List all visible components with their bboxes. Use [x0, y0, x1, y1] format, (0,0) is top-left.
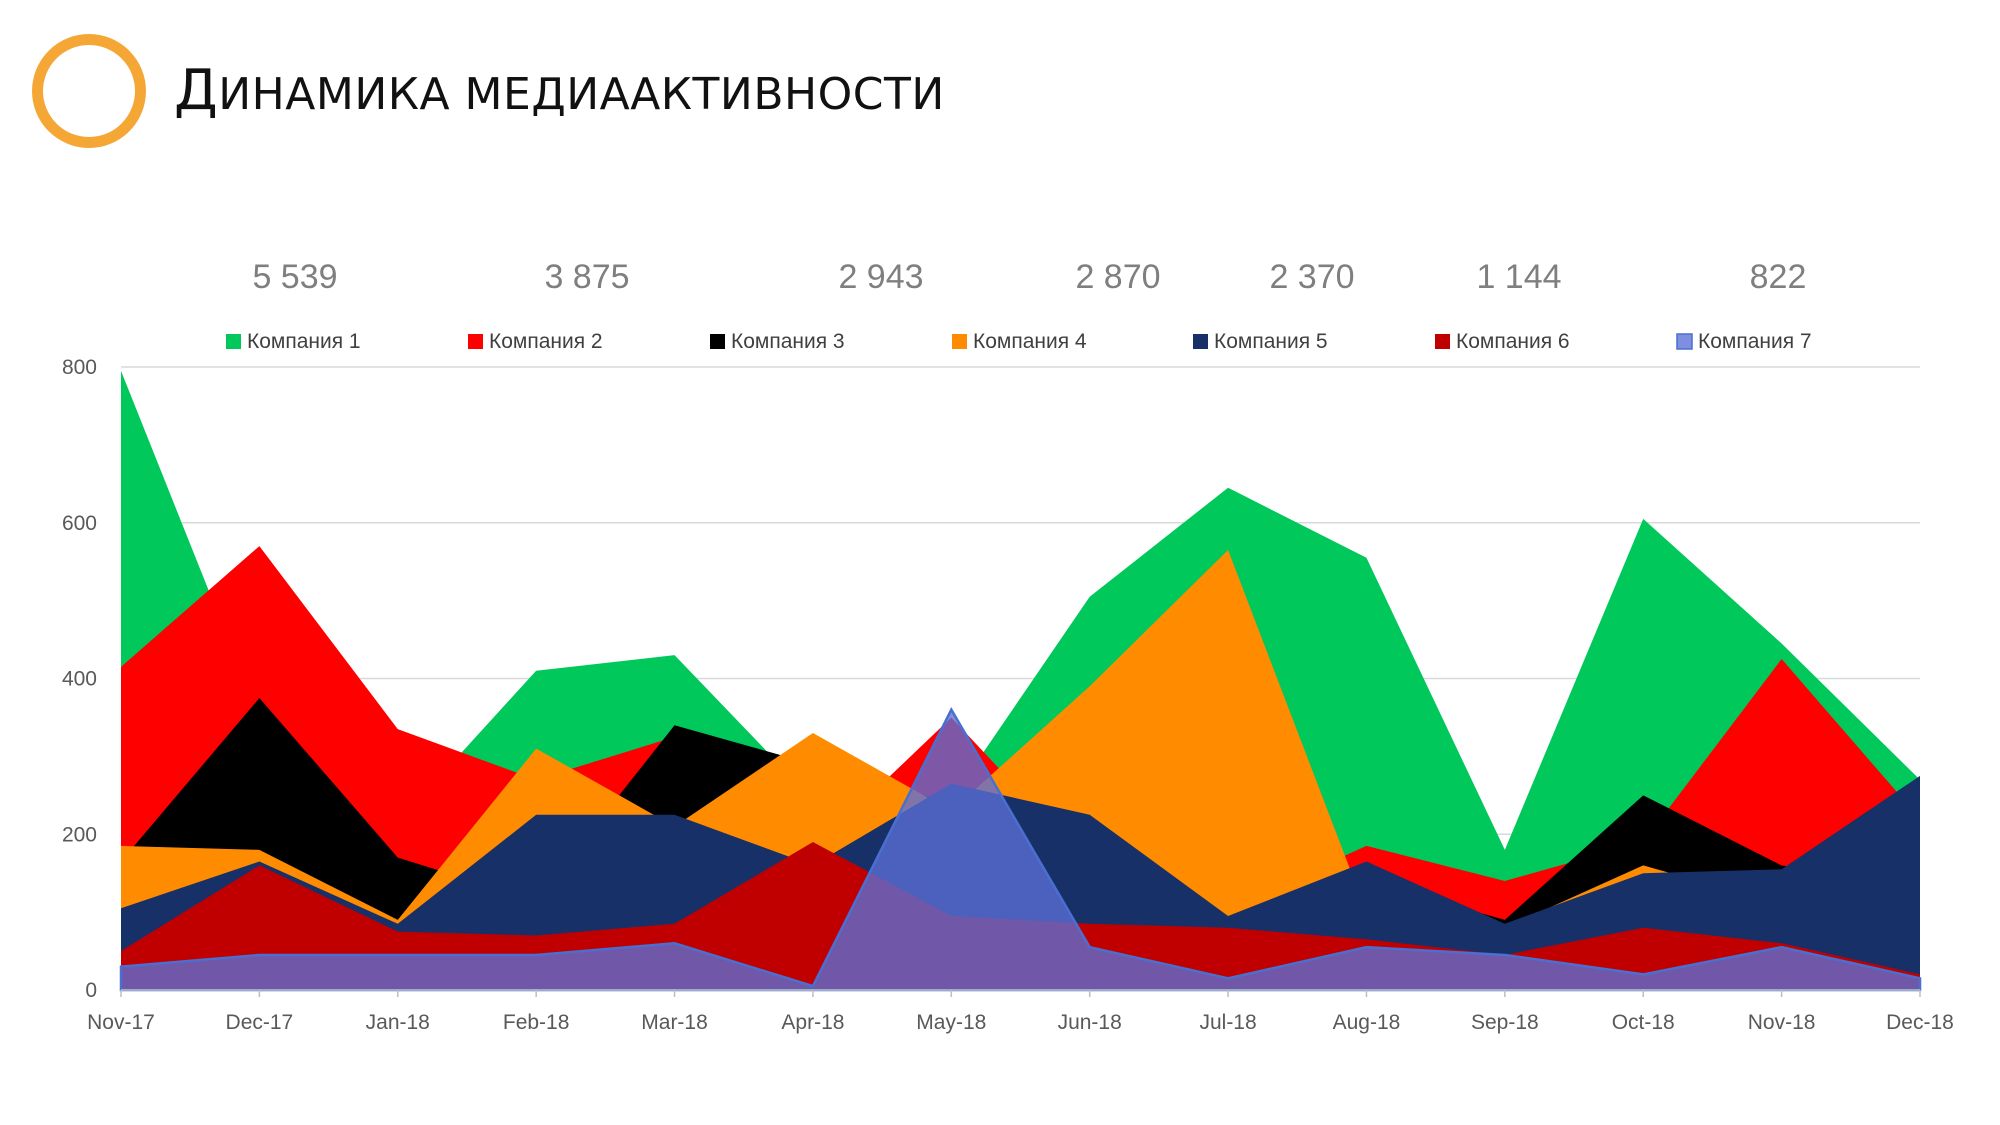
- x-tick-label: Apr-18: [781, 1011, 844, 1034]
- total-value: 3 875: [544, 258, 629, 296]
- legend-swatch: [710, 334, 725, 349]
- total-value: 1 144: [1476, 258, 1561, 296]
- logo-ring: [32, 34, 146, 148]
- x-tick-label: Jul-18: [1199, 1011, 1256, 1034]
- x-tick-label: Nov-18: [1748, 1011, 1816, 1034]
- legend-swatch: [226, 334, 241, 349]
- legend-label: Компания 2: [489, 330, 603, 353]
- legend-label: Компания 3: [731, 330, 845, 353]
- y-tick-label: 0: [85, 979, 97, 1002]
- legend-label: Компания 1: [247, 330, 361, 353]
- x-tick-label: Oct-18: [1612, 1011, 1675, 1034]
- legend-label: Компания 5: [1214, 330, 1328, 353]
- area-series-layer: [119, 370, 1922, 992]
- y-tick-label: 400: [62, 668, 97, 691]
- legend-label: Компания 4: [973, 330, 1087, 353]
- legend-swatch: [1193, 334, 1208, 349]
- total-value: 5 539: [252, 258, 337, 296]
- y-tick-label: 200: [62, 823, 97, 846]
- total-value: 822: [1750, 258, 1807, 296]
- x-tick-label: Dec-17: [226, 1011, 294, 1034]
- area-series-7: [119, 707, 1922, 992]
- axes: 0 200 400 600 800 Nov-17 Dec-17 Jan-18 Feb-18 Mar…: [62, 356, 1954, 1034]
- x-tick-label: Nov-17: [87, 1011, 155, 1034]
- totals-row: 5 539 3 875 2 943 2 870 2 370 1 144 822: [252, 258, 1806, 296]
- page-title: ДИНАМИКА МЕДИААКТИВНОСТИ: [174, 58, 945, 123]
- y-tick-label: 600: [62, 512, 97, 535]
- total-value: 2 870: [1075, 258, 1160, 296]
- x-tick-label: Sep-18: [1471, 1011, 1539, 1034]
- legend-swatch: [1676, 333, 1693, 350]
- legend-label: Компания 7: [1698, 330, 1812, 353]
- legend-label: Компания 6: [1456, 330, 1570, 353]
- x-tick-label: May-18: [916, 1011, 986, 1034]
- x-tick-label: Feb-18: [503, 1011, 570, 1034]
- x-tick-label: Jun-18: [1058, 1011, 1122, 1034]
- y-tick-label: 800: [62, 356, 97, 379]
- total-value: 2 943: [838, 258, 923, 296]
- legend-swatch: [1435, 334, 1450, 349]
- legend: Компания 1 Компания 2 Компания 3 Компания 4…: [226, 330, 1812, 353]
- legend-swatch: [952, 334, 967, 349]
- x-tick-label: Jan-18: [366, 1011, 430, 1034]
- x-tick-label: Aug-18: [1333, 1011, 1401, 1034]
- x-tick-label: Dec-18: [1886, 1011, 1954, 1034]
- legend-swatch: [468, 334, 483, 349]
- x-tick-label: Mar-18: [641, 1011, 708, 1034]
- total-value: 2 370: [1269, 258, 1354, 296]
